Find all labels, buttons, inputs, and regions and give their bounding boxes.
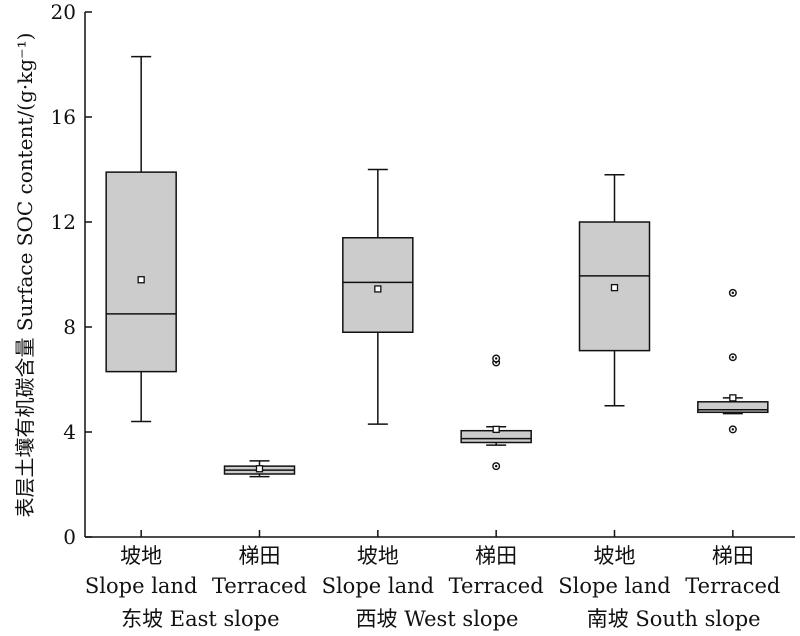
plot-marks xyxy=(105,55,769,478)
y-tick-label: 8 xyxy=(63,315,76,339)
x-category-label-en: Slope land xyxy=(558,574,671,598)
x-category-label-cn: 梯田 xyxy=(475,544,517,568)
box-iqr xyxy=(342,237,414,333)
box-iqr xyxy=(697,401,769,414)
mean-marker xyxy=(374,285,382,293)
outlier-point-dot xyxy=(494,464,498,468)
x-group-label: 西坡 West slope xyxy=(356,607,519,631)
mean-marker xyxy=(729,394,737,402)
x-category-label-en: Terraced xyxy=(449,574,544,598)
box-3 xyxy=(342,168,414,425)
x-category-label-cn: 坡地 xyxy=(357,544,399,568)
mean-marker xyxy=(255,465,264,473)
y-tick-label: 20 xyxy=(51,0,76,24)
x-category-label-en: Slope land xyxy=(322,574,435,598)
mean-marker xyxy=(610,283,619,292)
box-iqr xyxy=(105,171,177,373)
x-category-label-en: Terraced xyxy=(685,574,780,598)
y-tick-label: 12 xyxy=(51,210,76,234)
x-category-label-cn: 坡地 xyxy=(120,544,162,568)
box-1 xyxy=(105,55,177,423)
x-category-label-cn: 梯田 xyxy=(712,544,754,568)
y-tick-label: 16 xyxy=(51,105,76,129)
mean-marker xyxy=(492,425,500,434)
x-category-label-en: Slope land xyxy=(85,574,198,598)
axes: 0 4 8 12 16 20 xyxy=(51,0,795,549)
y-tick-label: 0 xyxy=(63,525,76,549)
box-2 xyxy=(223,460,296,478)
y-axis-label: 表层土壤有机碳含量 Surface SOC content/(g·kg⁻¹) xyxy=(13,33,37,518)
mean-marker xyxy=(137,276,145,284)
box-5 xyxy=(578,174,651,407)
outlier-point-dot xyxy=(731,291,735,295)
x-category-label-en: Terraced xyxy=(212,574,307,598)
x-category-label-cn: 梯田 xyxy=(239,544,281,568)
x-group-label: 东坡 East slope xyxy=(121,607,279,631)
x-category-label-cn: 坡地 xyxy=(594,544,636,568)
outlier-point-dot xyxy=(494,357,498,360)
box-4 xyxy=(460,354,532,471)
x-group-label: 南坡 South slope xyxy=(587,607,761,631)
box-iqr xyxy=(578,221,651,352)
outlier-point-dot xyxy=(731,428,735,431)
box-6 xyxy=(697,288,769,434)
category-labels: 坡地 Slope land 梯田 Terraced 坡地 Slope land 梯田 Terr… xyxy=(85,544,780,631)
outlier-point-dot xyxy=(731,355,735,359)
y-tick-label: 4 xyxy=(63,420,76,444)
